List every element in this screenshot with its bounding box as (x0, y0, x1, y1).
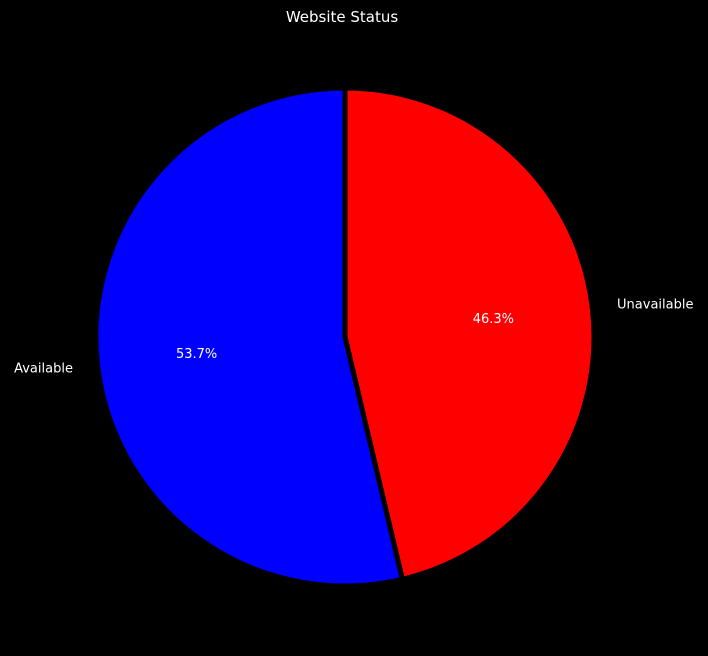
pie-slice-available (93, 85, 406, 589)
pie-slices (93, 85, 597, 589)
pie-slice-unavailable (342, 85, 597, 583)
pie-category-label-unavailable: Unavailable (617, 298, 693, 313)
pie-labels: 46.3% Unavailable 53.7% Available (14, 298, 693, 377)
pie-pct-label-available: 53.7% (176, 347, 217, 362)
chart-title: Website Status (286, 8, 399, 26)
pie-category-label-available: Available (14, 361, 73, 376)
pie-pct-label-unavailable: 46.3% (473, 312, 514, 327)
